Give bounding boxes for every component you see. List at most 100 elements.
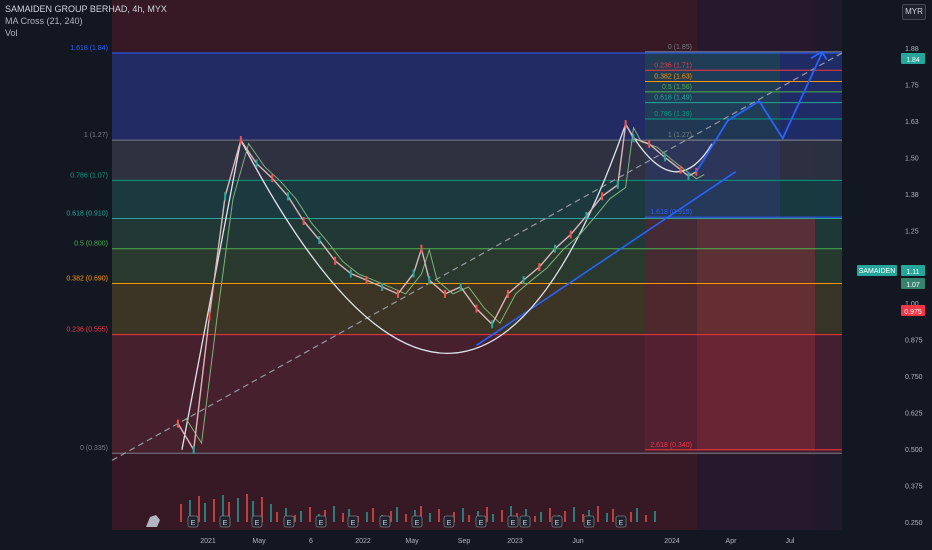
price-tag-label-3: 1.84 <box>906 57 920 64</box>
price-tick-9: 0.750 <box>905 374 923 381</box>
earnings-flag[interactable]: E <box>443 515 455 528</box>
fib-label-5: 0.382 (0.690) <box>66 275 108 282</box>
candle <box>679 165 682 174</box>
volume-bar <box>405 514 407 522</box>
volume-bar <box>438 509 440 522</box>
earnings-flag-label: E <box>383 520 388 527</box>
earnings-flag-label: E <box>255 520 260 527</box>
earnings-flag[interactable]: E <box>251 515 263 528</box>
volume-bar <box>252 501 254 522</box>
price-tag-3 <box>901 53 925 64</box>
price-tick-13: 0.250 <box>905 520 923 527</box>
time-tick-5: Sep <box>458 538 471 545</box>
time-tick-7: Jun <box>572 538 583 545</box>
fib-label-1: 1 (1.27) <box>84 132 108 139</box>
candle <box>632 134 635 143</box>
volume-bar <box>246 494 248 522</box>
volume-bar <box>204 503 206 522</box>
volume-bar <box>198 496 200 522</box>
fib-ext-label-4: 0.618 (1.49) <box>654 95 692 102</box>
earnings-flag[interactable]: E <box>519 515 531 528</box>
earnings-flag-label: E <box>511 520 516 527</box>
price-tag-2 <box>901 305 925 316</box>
price-tick-4: 1.38 <box>905 192 919 199</box>
earnings-flag-label: E <box>287 520 292 527</box>
time-tick-6: 2023 <box>507 538 523 545</box>
candle <box>286 192 289 201</box>
fib-label-3: 0.618 (0.910) <box>66 210 108 217</box>
earnings-flag[interactable]: E <box>551 515 563 528</box>
volume-bar <box>189 500 191 522</box>
earnings-flag[interactable]: E <box>475 515 487 528</box>
candle <box>601 192 604 201</box>
candle <box>224 192 227 201</box>
time-tick-3: 2022 <box>355 538 371 545</box>
volume-bar <box>429 513 431 522</box>
volume-bar <box>645 515 647 522</box>
candle <box>444 289 447 298</box>
earnings-flag[interactable]: E <box>347 515 359 528</box>
price-tick-12: 0.375 <box>905 484 923 491</box>
candle <box>663 153 666 162</box>
candle <box>381 282 384 291</box>
volume-bar <box>270 504 272 522</box>
price-tick-1: 1.75 <box>905 82 919 89</box>
volume-bar <box>534 516 536 522</box>
candle <box>624 120 627 129</box>
earnings-flag-label: E <box>479 520 484 527</box>
ma-cross-indicator-label[interactable]: MA Cross (21, 240) <box>5 16 83 26</box>
price-tick-10: 0.625 <box>905 411 923 418</box>
earnings-flag[interactable]: E <box>283 515 295 528</box>
candle <box>522 276 525 285</box>
volume-bar <box>222 495 224 522</box>
candle <box>648 139 651 148</box>
earnings-flag[interactable]: E <box>411 515 423 528</box>
earnings-flag[interactable]: E <box>379 515 391 528</box>
volume-bar <box>333 506 335 522</box>
volume-bar <box>612 509 614 522</box>
volume-bar <box>180 504 182 522</box>
price-tick-7: 1.00 <box>905 301 919 308</box>
volume-bar <box>636 508 638 522</box>
forecast-red-zone <box>697 217 815 450</box>
handle-curve <box>625 123 713 173</box>
candle <box>239 136 242 145</box>
volume-bar <box>564 511 566 522</box>
volume-bar <box>228 502 230 522</box>
volume-bar <box>468 515 470 522</box>
candle <box>255 159 258 168</box>
earnings-flag[interactable]: E <box>583 515 595 528</box>
earnings-flag[interactable]: E <box>615 515 627 528</box>
earnings-flag-label: E <box>447 520 452 527</box>
earnings-flag[interactable]: E <box>219 515 231 528</box>
candle <box>506 289 509 298</box>
candle <box>396 289 399 298</box>
volume-bar <box>372 508 374 522</box>
time-tick-1: May <box>252 538 266 545</box>
fib-label-7: 0 (0.335) <box>80 445 108 452</box>
candle <box>475 304 478 313</box>
symbol-tag: SAMAIDEN <box>859 268 896 275</box>
candle <box>208 312 211 321</box>
time-tick-0: 2021 <box>200 538 216 545</box>
earnings-flag[interactable]: E <box>507 515 519 528</box>
fib-label-0: 1.618 (1.84) <box>70 45 108 52</box>
earnings-flag-label: E <box>523 520 528 527</box>
volume-bar <box>261 497 263 522</box>
candle <box>687 172 690 181</box>
fib-ext-zone-3 <box>645 217 697 450</box>
candle <box>459 282 462 291</box>
support-trendline <box>475 171 737 347</box>
earnings-flag[interactable]: E <box>187 515 199 528</box>
currency-selector[interactable]: MYR <box>902 4 926 20</box>
volume-indicator-label[interactable]: Vol <box>5 28 18 38</box>
volume-bar <box>462 508 464 522</box>
volume-bar <box>606 513 608 522</box>
price-tick-0: 1.88 <box>905 46 919 53</box>
price-tick-2: 1.63 <box>905 119 919 126</box>
volume-bar <box>366 512 368 522</box>
candle <box>538 263 541 272</box>
earnings-flag[interactable]: E <box>315 515 327 528</box>
earnings-flag-label: E <box>619 520 624 527</box>
